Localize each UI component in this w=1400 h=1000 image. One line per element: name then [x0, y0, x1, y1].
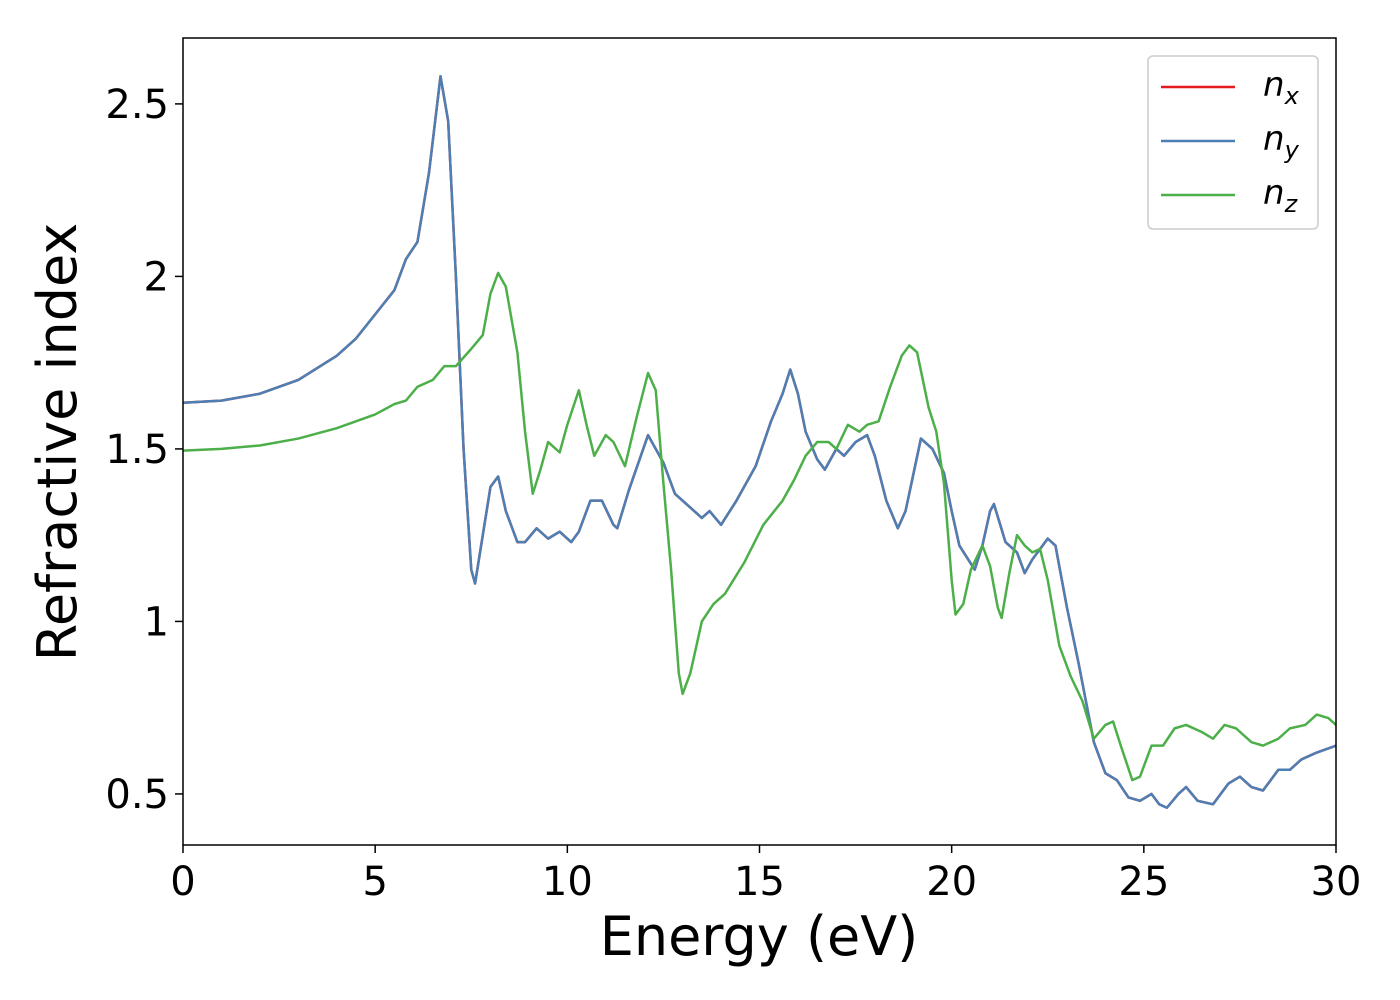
x-tick-label: 25 — [1118, 859, 1169, 905]
x-tick-label: 5 — [362, 859, 387, 905]
y-tick-label: 2 — [144, 254, 169, 300]
series-line — [183, 271, 1336, 782]
series-line — [183, 75, 1336, 809]
x-axis-label: Energy (eV) — [600, 905, 919, 968]
x-tick-label: 20 — [926, 859, 977, 905]
y-tick-label: 1.5 — [105, 427, 169, 473]
legend-box — [1147, 55, 1319, 230]
x-tick-label: 10 — [542, 859, 593, 905]
y-tick-label: 0.5 — [105, 772, 169, 818]
legend-label: nx — [1263, 65, 1300, 110]
y-axis-label: Refractive index — [26, 223, 89, 662]
y-tick-label: 2.5 — [105, 82, 169, 128]
legend-label: nz — [1263, 173, 1299, 218]
x-tick-label: 0 — [170, 859, 195, 905]
plot-frame — [182, 37, 1337, 846]
x-tick-label: 15 — [734, 859, 785, 905]
legend-label: ny — [1263, 119, 1300, 164]
x-tick-label: 30 — [1311, 859, 1362, 905]
y-tick-label: 1 — [144, 599, 169, 645]
